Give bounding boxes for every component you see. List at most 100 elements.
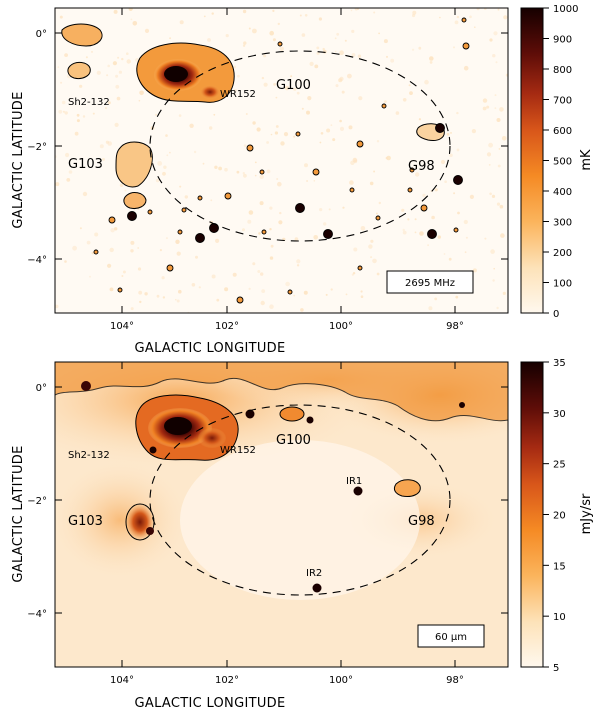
noise-speckle bbox=[155, 178, 160, 183]
noise-speckle bbox=[176, 299, 180, 303]
noise-speckle bbox=[309, 61, 314, 66]
noise-speckle bbox=[476, 8, 480, 11]
noise-speckle bbox=[453, 46, 455, 49]
noise-speckle bbox=[195, 255, 198, 259]
noise-speckle bbox=[139, 300, 142, 304]
noise-speckle bbox=[166, 154, 169, 157]
noise-speckle bbox=[323, 222, 327, 226]
noise-speckle bbox=[463, 65, 469, 71]
noise-speckle bbox=[198, 286, 201, 289]
noise-speckle bbox=[318, 17, 322, 21]
noise-speckle bbox=[352, 272, 356, 275]
noise-speckle bbox=[492, 279, 495, 282]
noise-speckle bbox=[121, 57, 124, 61]
noise-speckle bbox=[263, 82, 268, 87]
noise-speckle bbox=[216, 298, 220, 302]
noise-speckle bbox=[284, 85, 290, 91]
noise-speckle bbox=[401, 208, 405, 212]
noise-speckle bbox=[55, 304, 59, 309]
noise-speckle bbox=[429, 61, 433, 64]
point-source bbox=[323, 229, 333, 239]
noise-speckle bbox=[270, 244, 274, 248]
point-source bbox=[209, 223, 219, 233]
xtick-label: 102° bbox=[215, 321, 239, 332]
noise-speckle bbox=[330, 124, 333, 127]
noise-speckle bbox=[269, 206, 273, 210]
noise-speckle bbox=[144, 292, 148, 296]
ytick-label: −2° bbox=[27, 142, 47, 153]
noise-speckle bbox=[307, 96, 312, 101]
source-label-ir1: IR1 bbox=[346, 476, 362, 487]
noise-speckle bbox=[370, 239, 374, 243]
noise-speckle bbox=[248, 210, 254, 215]
colorbar-tick-label: 300 bbox=[553, 218, 572, 229]
noise-speckle bbox=[279, 211, 282, 215]
noise-speckle bbox=[269, 228, 272, 231]
sky-map-image bbox=[55, 8, 508, 313]
noise-speckle bbox=[378, 32, 380, 35]
noise-speckle bbox=[110, 228, 115, 233]
noise-speckle bbox=[64, 53, 68, 57]
noise-speckle bbox=[130, 307, 134, 311]
noise-speckle bbox=[319, 141, 322, 144]
point-source bbox=[195, 233, 205, 243]
noise-speckle bbox=[128, 8, 133, 11]
noise-speckle bbox=[107, 101, 111, 105]
noise-speckle bbox=[156, 294, 160, 298]
colorbar-tick-label: 10 bbox=[553, 612, 566, 623]
noise-speckle bbox=[402, 98, 407, 102]
noise-speckle bbox=[424, 79, 429, 85]
colorbar-unit-label: mK bbox=[579, 149, 594, 171]
noise-speckle bbox=[444, 180, 447, 183]
noise-speckle bbox=[313, 180, 316, 182]
point-source bbox=[295, 131, 301, 137]
noise-speckle bbox=[252, 262, 256, 266]
noise-speckle bbox=[218, 166, 223, 171]
ytick-label: −4° bbox=[27, 609, 47, 620]
point-source bbox=[453, 227, 459, 233]
noise-speckle bbox=[486, 152, 492, 157]
noise-speckle bbox=[500, 233, 505, 238]
noise-speckle bbox=[373, 11, 376, 14]
noise-speckle bbox=[495, 61, 498, 64]
noise-speckle bbox=[390, 58, 395, 63]
noise-speckle bbox=[169, 37, 172, 40]
noise-speckle bbox=[440, 159, 446, 165]
noise-speckle bbox=[354, 8, 358, 11]
noise-speckle bbox=[215, 238, 220, 243]
point-source bbox=[197, 195, 203, 201]
noise-speckle bbox=[236, 170, 240, 174]
shell-outline-dashed bbox=[149, 50, 451, 242]
noise-speckle bbox=[248, 27, 251, 30]
noise-speckle bbox=[179, 20, 184, 25]
noise-speckle bbox=[351, 53, 356, 57]
noise-speckle bbox=[489, 192, 492, 196]
wavelength-legend-box bbox=[417, 624, 485, 648]
noise-speckle bbox=[276, 178, 279, 180]
noise-speckle bbox=[85, 56, 88, 59]
noise-speckle bbox=[130, 18, 133, 21]
noise-speckle bbox=[353, 159, 358, 164]
noise-speckle bbox=[482, 98, 488, 103]
wavelength-legend-label: 60 μm bbox=[435, 632, 467, 643]
noise-speckle bbox=[342, 206, 345, 209]
noise-speckle bbox=[456, 111, 459, 115]
source-label-g100: G100 bbox=[276, 78, 311, 93]
colorbar: 35 30 25 20 15 10 5 mJy/sr bbox=[520, 358, 594, 674]
noise-speckle bbox=[402, 230, 407, 235]
noise-speckle bbox=[469, 15, 472, 19]
noise-speckle bbox=[409, 91, 413, 95]
noise-speckle bbox=[383, 39, 388, 44]
noise-speckle bbox=[296, 264, 300, 267]
source-label-ir2: IR2 bbox=[306, 568, 322, 579]
noise-speckle bbox=[360, 226, 366, 231]
noise-speckle bbox=[290, 75, 293, 78]
y-axis-label: GALACTIC LATITUDE bbox=[11, 91, 26, 228]
point-source bbox=[166, 264, 174, 272]
noise-speckle bbox=[339, 119, 342, 123]
noise-speckle bbox=[121, 275, 124, 277]
noise-speckle bbox=[428, 306, 433, 311]
noise-speckle bbox=[293, 87, 297, 91]
ytick-label: −2° bbox=[27, 496, 47, 507]
point-source bbox=[381, 103, 387, 109]
